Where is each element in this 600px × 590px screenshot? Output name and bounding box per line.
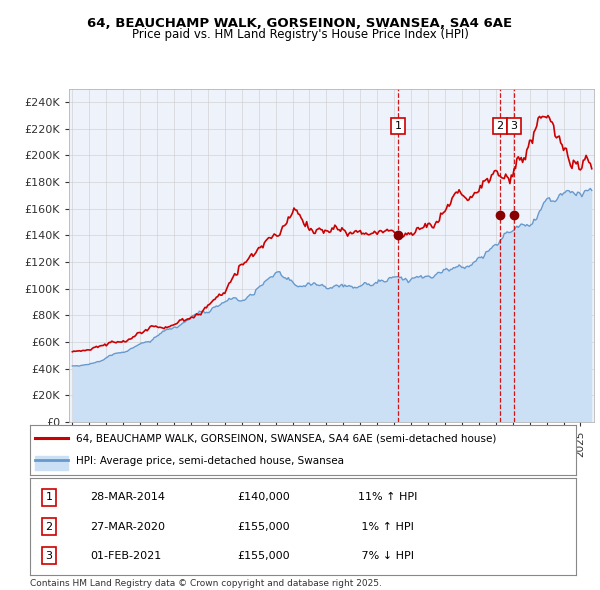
Text: 64, BEAUCHAMP WALK, GORSEINON, SWANSEA, SA4 6AE: 64, BEAUCHAMP WALK, GORSEINON, SWANSEA, … (88, 17, 512, 30)
Text: 2: 2 (496, 121, 503, 131)
Text: 2: 2 (46, 522, 53, 532)
Text: 3: 3 (511, 121, 518, 131)
Text: £140,000: £140,000 (238, 493, 290, 502)
Text: 1% ↑ HPI: 1% ↑ HPI (358, 522, 413, 532)
Text: 11% ↑ HPI: 11% ↑ HPI (358, 493, 417, 502)
Text: 7% ↓ HPI: 7% ↓ HPI (358, 551, 413, 560)
Text: Price paid vs. HM Land Registry's House Price Index (HPI): Price paid vs. HM Land Registry's House … (131, 28, 469, 41)
Text: HPI: Average price, semi-detached house, Swansea: HPI: Average price, semi-detached house,… (76, 456, 344, 466)
Text: 3: 3 (46, 551, 53, 560)
Text: Contains HM Land Registry data © Crown copyright and database right 2025.
This d: Contains HM Land Registry data © Crown c… (30, 579, 382, 590)
Text: 64, BEAUCHAMP WALK, GORSEINON, SWANSEA, SA4 6AE (semi-detached house): 64, BEAUCHAMP WALK, GORSEINON, SWANSEA, … (76, 433, 497, 443)
Text: 1: 1 (395, 121, 402, 131)
Text: 28-MAR-2014: 28-MAR-2014 (90, 493, 165, 502)
Text: 1: 1 (46, 493, 53, 502)
Text: £155,000: £155,000 (238, 551, 290, 560)
Text: 27-MAR-2020: 27-MAR-2020 (90, 522, 165, 532)
Text: 01-FEB-2021: 01-FEB-2021 (90, 551, 161, 560)
Text: £155,000: £155,000 (238, 522, 290, 532)
